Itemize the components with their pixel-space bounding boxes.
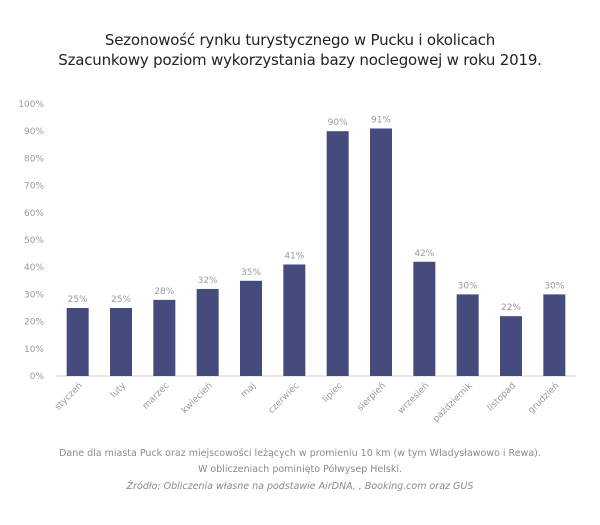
- bar-chart: 0% 10% 20% 30% 40% 50% 60% 70% 80% 90% 100% 25% styc…: [18, 100, 576, 424]
- x-tick-label: maj: [239, 381, 258, 400]
- bar: [326, 131, 349, 376]
- y-tick-label: 10%: [24, 345, 44, 355]
- y-tick-label: 40%: [24, 263, 44, 273]
- x-tick-label: czerwiec: [267, 381, 302, 416]
- y-tick-label: 30%: [24, 290, 44, 300]
- x-tick-label: marzec: [141, 381, 172, 412]
- bar: [283, 264, 306, 376]
- bar: [543, 294, 566, 376]
- data-label: 30%: [544, 281, 564, 291]
- data-label: 35%: [241, 268, 261, 278]
- y-tick-label: 80%: [24, 154, 44, 164]
- bar: [370, 128, 392, 376]
- y-tick-label: 100%: [18, 100, 44, 110]
- data-label: 22%: [501, 303, 521, 313]
- y-tick-label: 60%: [24, 209, 44, 219]
- x-tick-label: sierpień: [356, 381, 388, 413]
- data-label: 42%: [414, 249, 434, 259]
- x-tick-label: kwiecień: [180, 381, 215, 416]
- bar: [413, 261, 436, 376]
- data-label: 30%: [458, 281, 478, 291]
- x-tick-label: październik: [431, 380, 475, 424]
- x-tick-label: luty: [109, 381, 129, 401]
- bar: [196, 288, 219, 376]
- bar: [456, 294, 479, 376]
- x-tick-label: wrzesień: [396, 381, 431, 416]
- x-tick-label: styczeń: [53, 381, 84, 412]
- data-label: 32%: [198, 276, 218, 286]
- y-tick-label: 20%: [24, 318, 44, 328]
- chart-title: Sezonowość rynku turystycznego w Pucku i…: [104, 31, 496, 49]
- x-tick-label: listopad: [486, 381, 518, 413]
- footnote-exclusion: W obliczeniach pominięto Półwysep Helski…: [197, 464, 402, 475]
- bar: [240, 280, 262, 376]
- y-tick-label: 70%: [24, 182, 44, 192]
- bar: [500, 316, 522, 376]
- y-tick-label: 50%: [24, 236, 44, 246]
- data-label: 41%: [284, 251, 304, 261]
- chart-subtitle: Szacunkowy poziom wykorzystania bazy noc…: [58, 51, 542, 69]
- y-tick-label: 0%: [30, 372, 45, 382]
- y-tick-label: 90%: [24, 127, 44, 137]
- footnote-scope: Dane dla miasta Puck oraz miejscowości l…: [59, 448, 541, 459]
- bar: [110, 308, 132, 376]
- x-tick-label: grudzień: [527, 381, 562, 416]
- bar: [153, 299, 176, 376]
- footnote-source: Źródło: Obliczenia własne na podstawie A…: [126, 481, 474, 492]
- data-label: 25%: [111, 295, 131, 305]
- data-label: 90%: [328, 118, 348, 128]
- data-label: 25%: [68, 295, 88, 305]
- data-label: 28%: [154, 287, 174, 297]
- data-label: 91%: [371, 115, 391, 125]
- bar: [66, 308, 89, 376]
- x-tick-label: lipiec: [321, 381, 345, 405]
